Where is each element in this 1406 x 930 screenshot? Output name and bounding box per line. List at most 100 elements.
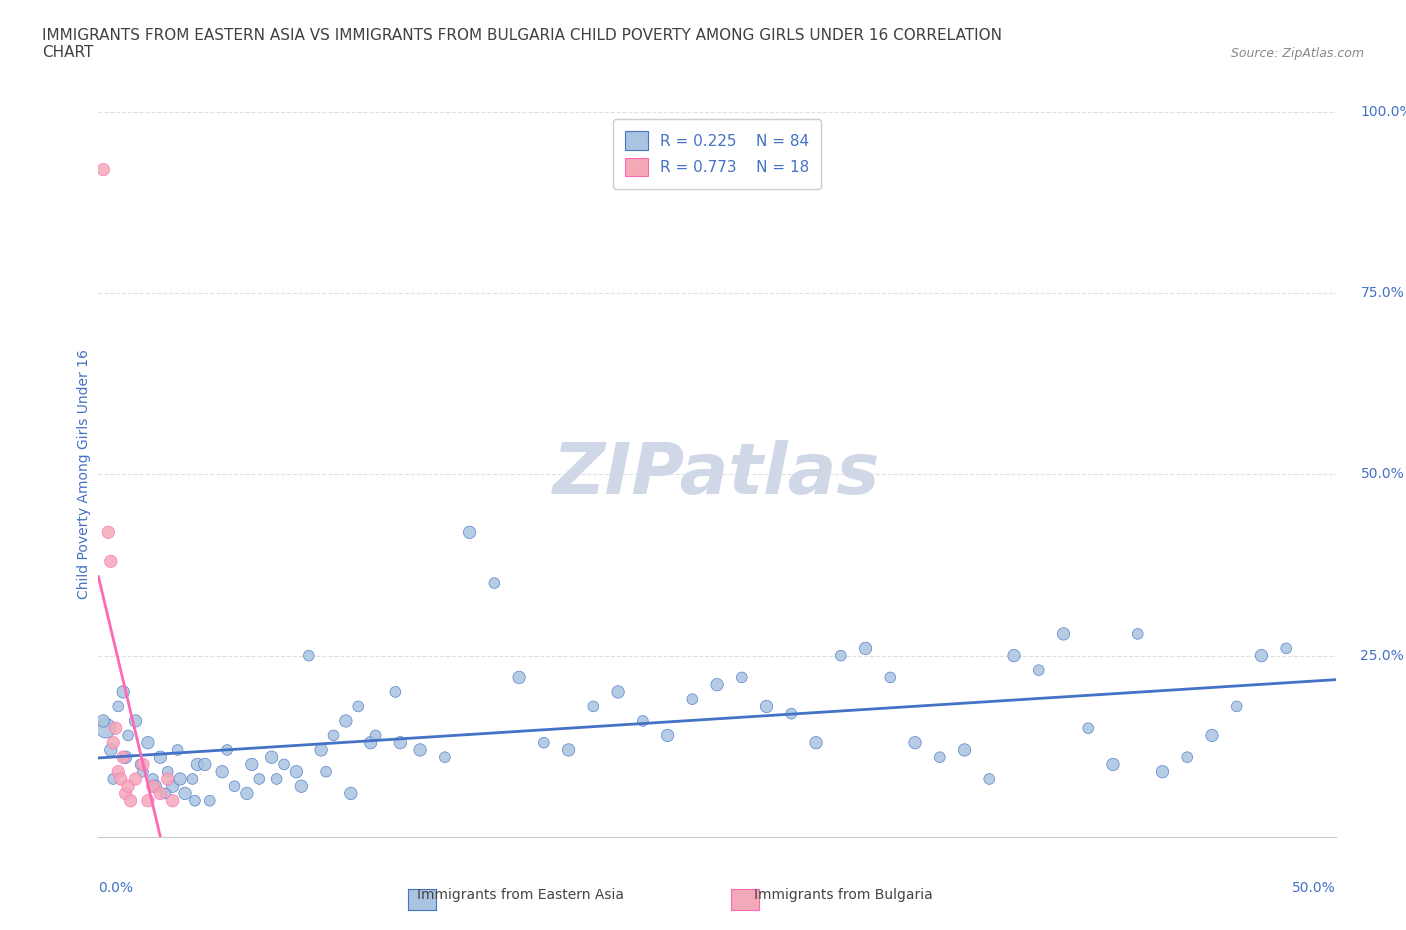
Text: Immigrants from Eastern Asia: Immigrants from Eastern Asia [416,888,624,902]
Point [155,786,177,801]
Point [93,162,115,177]
Point [143,778,166,793]
Point [322,728,344,743]
Point [120,793,142,808]
Point [110,772,132,787]
Point [211,764,233,779]
Point [433,750,456,764]
Text: 50.0%: 50.0% [1361,467,1405,482]
Point [879,670,901,684]
Point [136,793,159,808]
Point [112,684,135,699]
Point [533,736,555,751]
Point [107,699,129,714]
Point [198,793,221,808]
Point [166,742,188,757]
Text: 100.0%: 100.0% [1361,104,1406,119]
Point [681,692,703,707]
Point [132,764,155,779]
Point [389,736,412,751]
Point [240,757,263,772]
Point [631,713,654,728]
Point [156,764,179,779]
Point [117,778,139,793]
Point [928,750,950,764]
Point [855,641,877,656]
Point [184,793,207,808]
Point [340,786,363,801]
Point [149,786,172,801]
Point [1226,699,1249,714]
Point [1102,757,1125,772]
Text: IMMIGRANTS FROM EASTERN ASIA VS IMMIGRANTS FROM BULGARIA CHILD POVERTY AMONG GIR: IMMIGRANTS FROM EASTERN ASIA VS IMMIGRAN… [42,28,1002,60]
Point [273,757,295,772]
Point [1052,627,1074,642]
Point [979,772,1001,787]
Point [731,670,754,684]
Point [904,736,927,751]
Point [162,778,184,793]
Point [384,684,406,699]
Point [156,772,179,787]
Point [557,742,579,757]
Point [112,750,135,764]
Point [103,772,125,787]
Text: 50.0%: 50.0% [1292,881,1336,895]
Text: 75.0%: 75.0% [1361,286,1405,300]
Point [298,648,321,663]
Point [315,764,337,779]
Point [169,772,191,787]
Point [97,525,120,539]
Point [132,757,155,772]
Y-axis label: Child Poverty Among Girls Under 16: Child Poverty Among Girls Under 16 [77,350,91,599]
Point [1275,641,1298,656]
Point [103,736,125,751]
Point [458,525,481,539]
Point [104,721,127,736]
Point [360,736,382,751]
Point [224,778,246,793]
Point [804,736,827,751]
Point [1201,728,1223,743]
Point [260,750,283,764]
Point [217,742,239,757]
Point [1028,663,1050,678]
Point [114,786,136,801]
Legend: R = 0.225    N = 84, R = 0.773    N = 18: R = 0.225 N = 84, R = 0.773 N = 18 [613,119,821,189]
Point [309,742,332,757]
Point [114,750,136,764]
Point [484,576,506,591]
Text: Source: ZipAtlas.com: Source: ZipAtlas.com [1230,46,1364,60]
Point [174,786,197,801]
Point [953,742,976,757]
Point [247,772,270,787]
Point [236,786,259,801]
Point [1250,648,1272,663]
Point [335,713,357,728]
Point [107,764,129,779]
Point [364,728,387,743]
Point [136,736,159,751]
Point [1126,627,1149,642]
Point [142,772,165,787]
Point [607,684,630,699]
Text: Immigrants from Bulgaria: Immigrants from Bulgaria [754,888,934,902]
Point [124,772,146,787]
Point [347,699,370,714]
Point [129,757,152,772]
Point [285,764,308,779]
Point [582,699,605,714]
Point [142,778,165,793]
Point [1152,764,1174,779]
Text: 25.0%: 25.0% [1361,648,1405,663]
Point [93,713,115,728]
Point [780,706,803,721]
Point [124,713,146,728]
Point [181,772,204,787]
Point [1077,721,1099,736]
Point [657,728,679,743]
Point [508,670,530,684]
Point [1002,648,1025,663]
Point [830,648,852,663]
Point [100,554,122,569]
